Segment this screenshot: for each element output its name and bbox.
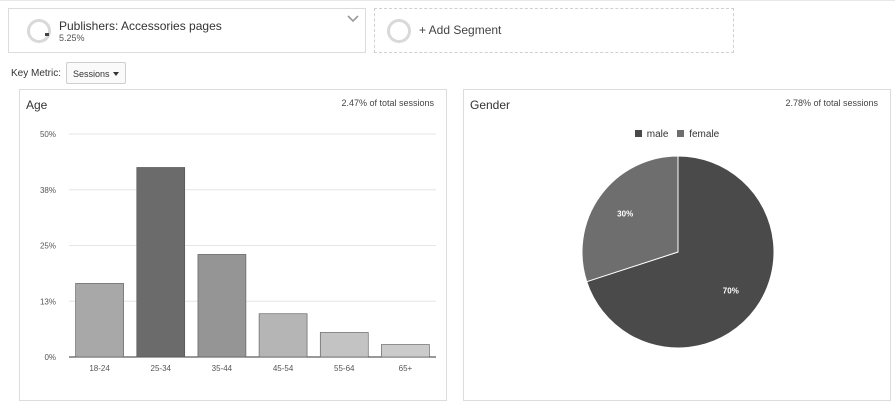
x-tick-label: 25-34 (151, 364, 172, 373)
bar (258, 313, 308, 358)
y-tick-label: 0% (44, 353, 56, 362)
legend-swatch-male (634, 129, 642, 137)
pie-slice-male (586, 155, 775, 349)
key-metric-label: Key Metric: (11, 68, 62, 79)
y-tick-label: 13% (40, 297, 56, 306)
caret-down-icon (113, 72, 119, 76)
chevron-down-icon[interactable] (347, 13, 359, 25)
add-segment-button[interactable]: + Add Segment (374, 8, 734, 53)
gender-chart-card: Gender 2.78% of total sessions male fema… (463, 89, 891, 401)
gender-pie-chart: 70% 30% (581, 155, 775, 349)
bar (75, 283, 124, 358)
x-tick-label: 65+ (399, 364, 413, 373)
age-bar-chart: 0% 13% 25% 38% 50% 18-24 25-34 35-44 45-54 55-64 6… (40, 130, 436, 373)
segment-card-publishers[interactable]: Publishers: Accessories pages 5.25% (8, 8, 366, 53)
legend-swatch-female (677, 129, 685, 137)
add-segment-ring-icon (387, 19, 411, 43)
x-tick-label: 18-24 (89, 364, 110, 373)
segment-title: Publishers: Accessories pages (59, 19, 222, 33)
legend-item-male[interactable]: male (634, 129, 669, 140)
y-tick-label: 25% (40, 242, 56, 251)
age-chart-card: Age 2.47% of total sessions 0% 13% 25% 38% 5… (19, 89, 447, 401)
age-card-total-note: 2.47% of total sessions (341, 98, 434, 108)
key-metric-value: Sessions (73, 69, 110, 79)
gender-card-title: Gender (470, 98, 511, 112)
segment-ring-marker (45, 33, 49, 36)
legend-label-male: male (646, 129, 669, 140)
legend-item-female[interactable]: female (677, 129, 719, 140)
bar (319, 332, 369, 358)
y-tick-label: 50% (40, 130, 56, 139)
pie-value-label: 70% (723, 286, 739, 295)
segment-percentage: 5.25% (59, 33, 85, 43)
segment-ring-icon (27, 19, 51, 43)
add-segment-label: + Add Segment (419, 23, 502, 37)
legend-label-female: female (689, 129, 720, 140)
y-tick-label: 38% (40, 186, 56, 195)
top-divider (0, 0, 895, 1)
age-card-title: Age (26, 98, 48, 112)
x-tick-label: 45-54 (273, 364, 294, 373)
pie-value-label: 30% (617, 210, 633, 219)
pie-slice-female (581, 155, 679, 283)
x-tick-label: 55-64 (334, 364, 355, 373)
key-metric-dropdown[interactable]: Sessions (66, 62, 126, 84)
bar (381, 344, 430, 358)
gender-legend: male female (464, 129, 890, 140)
x-tick-label: 35-44 (212, 364, 233, 373)
gender-card-total-note: 2.78% of total sessions (785, 98, 878, 108)
bar (197, 254, 247, 358)
bar (136, 167, 186, 358)
